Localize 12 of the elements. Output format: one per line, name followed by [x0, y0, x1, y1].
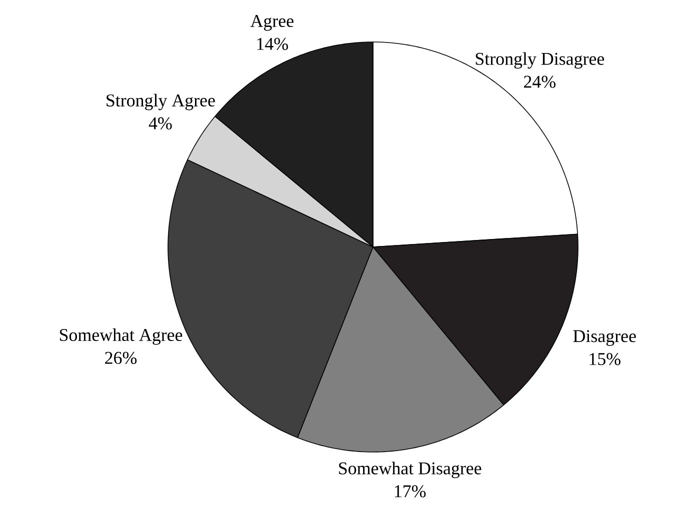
data-label: 24%: [524, 76, 556, 88]
data-label: 15%: [590, 353, 620, 366]
data-label: 4%: [148, 117, 172, 130]
data-label: 17%: [394, 485, 426, 498]
slice-label: Somewhat Agree: [60, 328, 182, 345]
slice-label: Somewhat Disagree: [339, 462, 482, 478]
slice-label: Agree: [250, 15, 294, 31]
slice-label: Disagree: [573, 330, 636, 346]
data-label: 26%: [105, 352, 137, 364]
slice-label: Strongly Agree: [106, 94, 215, 110]
slice-label: Strongly Disagree: [476, 52, 604, 69]
data-label: 14%: [257, 38, 288, 50]
